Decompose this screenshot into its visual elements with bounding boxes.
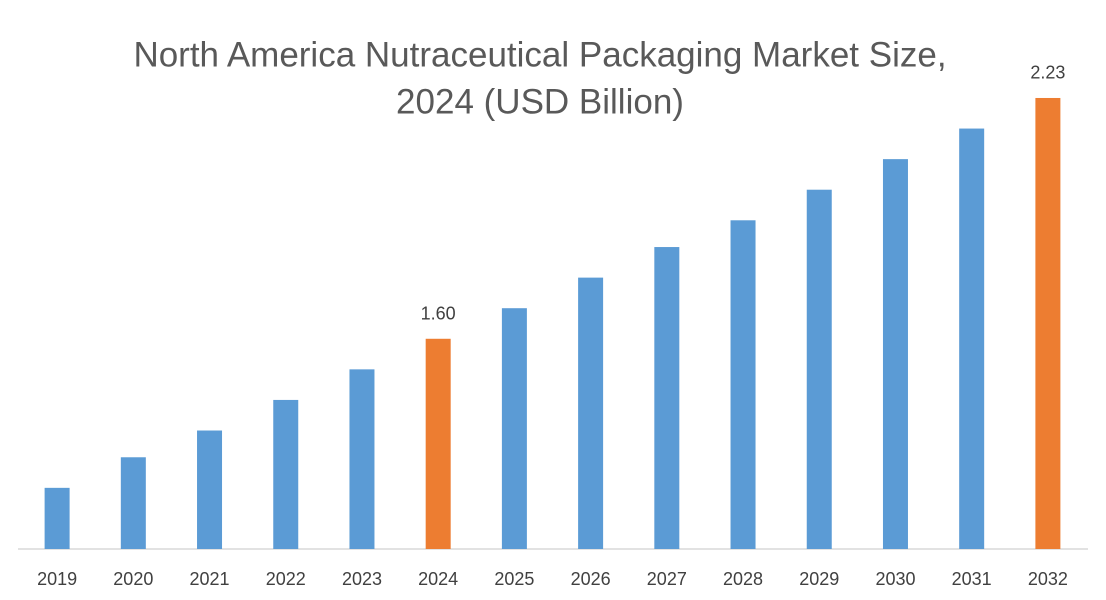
- x-tick-label: 2024: [418, 569, 458, 589]
- x-tick-label: 2029: [799, 569, 839, 589]
- x-tick-label: 2021: [190, 569, 230, 589]
- bar: [273, 399, 299, 549]
- bar: [501, 308, 527, 549]
- bar: [730, 220, 756, 550]
- bar: [882, 159, 908, 549]
- bar: [44, 487, 70, 549]
- bar: [959, 128, 985, 550]
- x-tick-label: 2023: [342, 569, 382, 589]
- x-tick-label: 2031: [952, 569, 992, 589]
- chart-title: North America Nutraceutical Packaging Ma…: [133, 35, 946, 74]
- x-tick-label: 2020: [113, 569, 153, 589]
- x-tick-label: 2032: [1028, 569, 1068, 589]
- chart-title: 2024 (USD Billion): [396, 82, 684, 121]
- x-tick-label: 2026: [571, 569, 611, 589]
- bar: [197, 430, 223, 549]
- bar: [806, 189, 832, 549]
- x-tick-label: 2019: [37, 569, 77, 589]
- x-tick-label: 2027: [647, 569, 687, 589]
- x-tick-label: 2025: [494, 569, 534, 589]
- bar: [425, 338, 451, 549]
- value-label: 2.23: [1030, 63, 1065, 83]
- bar: [654, 247, 680, 550]
- bar: [1035, 97, 1061, 549]
- bar: [349, 369, 375, 549]
- x-tick-label: 2022: [266, 569, 306, 589]
- x-tick-label: 2028: [723, 569, 763, 589]
- x-tick-label: 2030: [875, 569, 915, 589]
- bar: [120, 457, 146, 549]
- value-label: 1.60: [421, 304, 456, 324]
- bar: [578, 277, 604, 549]
